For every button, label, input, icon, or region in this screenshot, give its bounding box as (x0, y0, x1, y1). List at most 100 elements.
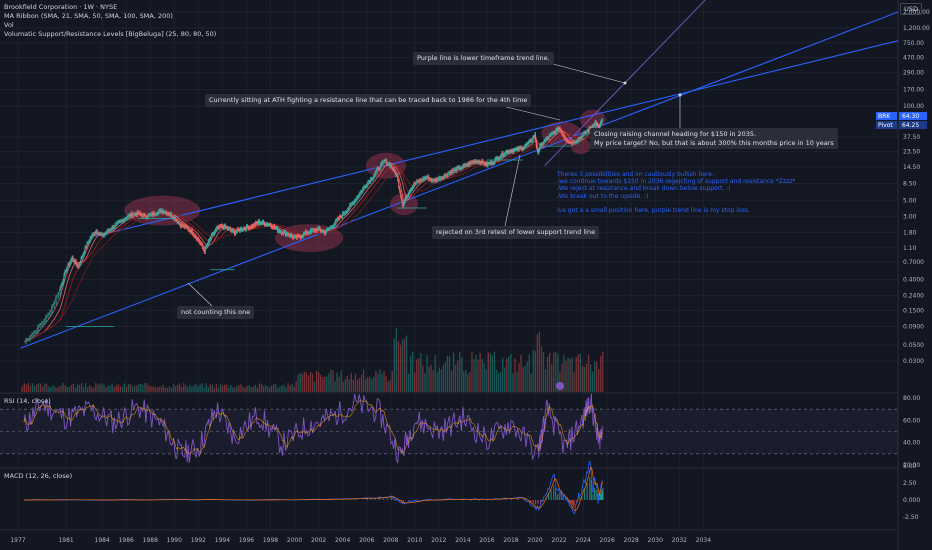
volume-bar (217, 387, 220, 392)
annotation-not-counting[interactable]: not counting this one (177, 306, 255, 319)
volume-bar (428, 366, 430, 392)
legend-volume[interactable]: Vol (4, 21, 14, 29)
volume-bar (320, 374, 322, 392)
macd-histogram-bar (392, 499, 394, 500)
volume-bar (377, 373, 379, 392)
macd-histogram-bar (414, 500, 417, 501)
volume-bar (197, 386, 199, 392)
volume-bar (540, 346, 543, 392)
volume-bar (373, 376, 375, 392)
volume-bar (426, 355, 428, 392)
volume-bar (31, 383, 34, 392)
annotation-ath[interactable]: Currently sitting at ATH fighting a resi… (205, 94, 532, 107)
price-tick-label: 0.2400 (903, 293, 924, 300)
currency-button[interactable]: USD (900, 3, 922, 15)
volume-bar (399, 344, 402, 392)
volume-bar (109, 385, 111, 392)
volume-bar (54, 386, 56, 392)
pivot-tag-label: Pivot (878, 122, 893, 129)
volume-bar (600, 355, 602, 392)
volume-bar (273, 384, 275, 392)
legend-volumatic-levels[interactable]: Volumatic Support/Resistance Levels [Big… (4, 30, 217, 38)
purple-trendline (544, 0, 706, 167)
volume-bar (561, 363, 563, 392)
volume-bar (579, 353, 581, 392)
volume-bar (111, 383, 113, 392)
volume-bar (299, 372, 301, 392)
volume-bar (542, 351, 545, 392)
rsi-label[interactable]: RSI (14, close) (4, 397, 51, 405)
macd-histogram-bar (537, 500, 539, 504)
volume-bar (602, 351, 604, 392)
volume-bar (52, 385, 54, 392)
volume-bar (279, 386, 281, 392)
pivot-tag-value: 64.25 (902, 122, 919, 129)
volume-bar (587, 354, 590, 392)
volume-bar (29, 386, 32, 392)
volume-bar (309, 371, 312, 392)
volume-bar (589, 364, 592, 392)
macd-histogram-bar (589, 476, 591, 500)
volume-bar (585, 363, 588, 392)
volume-bar (387, 381, 389, 392)
volume-bar (203, 387, 205, 392)
time-tick-label: 2000 (287, 537, 302, 544)
volume-bar (33, 386, 36, 392)
callout-line-rejected (504, 154, 521, 227)
volume-bar (532, 349, 534, 392)
volume-bar (125, 386, 128, 392)
volume-bar (238, 385, 240, 392)
time-tick-label: 2034 (696, 537, 711, 544)
volume-bar (512, 373, 514, 392)
volume-bar (148, 385, 150, 392)
note-line: -we continue towards $150 in 2036 regejc… (557, 178, 796, 186)
annotation-purple-line[interactable]: Purple line is lower timeframe trend lin… (413, 52, 554, 65)
volume-bar (199, 384, 201, 392)
volume-bar (119, 386, 122, 392)
time-tick-label: 2004 (335, 537, 350, 544)
macd-histogram-bar (342, 499, 344, 500)
time-tick-label: 2018 (503, 537, 518, 544)
callout-line-not-counting (187, 282, 213, 307)
volume-bar (168, 386, 171, 392)
macd-label[interactable]: MACD (12, 26, close) (4, 472, 73, 480)
volume-bar (207, 386, 209, 392)
note-line: Theres 3 possibilities and im cautiously… (557, 171, 714, 178)
volume-bar (338, 376, 340, 392)
volume-bar (23, 383, 25, 392)
note-line: -We reject at resistance and break down … (557, 185, 731, 193)
volume-bar (538, 331, 541, 392)
volume-bar (475, 354, 477, 392)
volume-bar (195, 383, 197, 392)
macd-histogram-bar (400, 500, 402, 502)
macd-histogram-bar (420, 500, 423, 501)
time-tick-label: 1986 (119, 537, 134, 544)
price-tick-label: 0.0300 (903, 358, 924, 365)
time-tick-label: 2012 (431, 537, 446, 544)
volume-bar (236, 386, 238, 392)
volume-bar (487, 352, 489, 392)
volume-bar (74, 387, 77, 392)
legend-ma-ribbon[interactable]: MA Ribbon (SMA, 21, SMA, 50, SMA, 100, S… (4, 12, 173, 20)
volume-bar (170, 387, 173, 392)
time-tick-label: 1990 (167, 537, 182, 544)
annotation-closing-channel[interactable]: Closing raising channel heading for $150… (590, 128, 838, 149)
macd-histogram-bar (563, 499, 565, 501)
macd-histogram-bar (470, 499, 473, 501)
volume-bar (91, 387, 93, 392)
volume-bar (553, 352, 555, 392)
volume-bar (101, 383, 103, 392)
volume-bar (485, 369, 487, 392)
volume-bar (297, 374, 299, 392)
volume-bar (289, 385, 291, 392)
volume-bar (328, 373, 330, 392)
blue-text-note[interactable]: Theres 3 possibilities and im cautiously… (557, 171, 795, 214)
volume-bar (311, 373, 314, 392)
volume-bar (567, 357, 569, 392)
macd-histogram-bar (386, 498, 388, 500)
volume-bar (326, 376, 328, 392)
volume-bar (530, 373, 532, 392)
volume-bar (418, 358, 420, 392)
annotation-rejected[interactable]: rejected on 3rd retest of lower support … (432, 226, 600, 239)
